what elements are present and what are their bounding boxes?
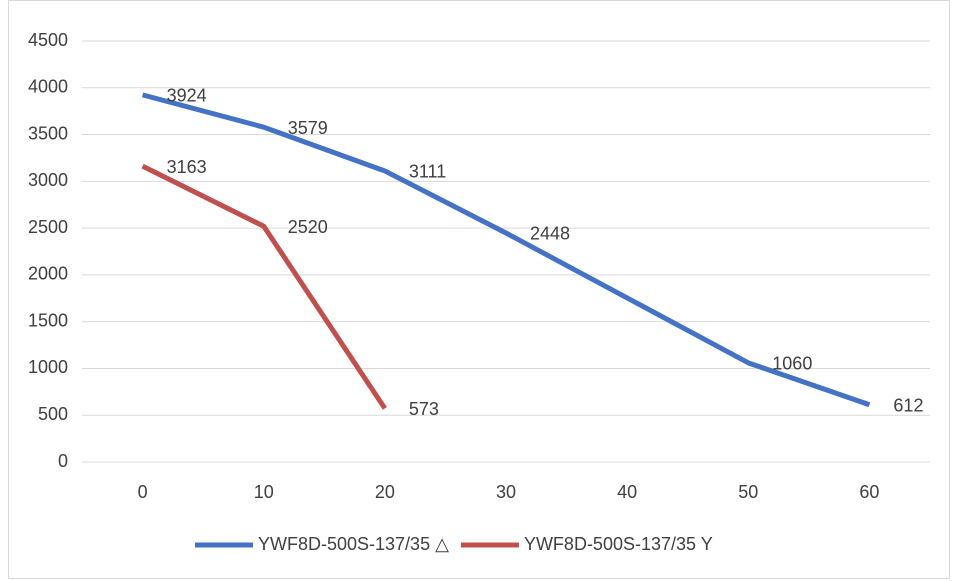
y-tick-label: 2000 (28, 264, 68, 284)
x-tick-label: 0 (138, 482, 148, 502)
y-tick-label: 1500 (28, 310, 68, 330)
x-tick-label: 60 (859, 482, 879, 502)
y-tick-label: 4000 (28, 77, 68, 97)
series-line (141, 163, 387, 410)
data-label: 3163 (167, 157, 207, 177)
y-tick-label: 1000 (28, 357, 68, 377)
data-label: 2520 (288, 217, 328, 237)
series-line (141, 92, 871, 408)
x-tick-label: 10 (254, 482, 274, 502)
data-label: 3111 (409, 162, 446, 182)
y-tick-label: 3000 (28, 170, 68, 190)
data-label: 612 (893, 395, 923, 415)
data-label: 573 (409, 399, 439, 419)
y-tick-label: 4500 (28, 30, 68, 50)
y-tick-label: 3500 (28, 123, 68, 143)
data-label: 3579 (288, 118, 328, 138)
data-label: 3924 (167, 86, 207, 106)
y-tick-label: 500 (38, 404, 68, 424)
x-tick-label: 20 (375, 482, 395, 502)
data-label: 2448 (530, 224, 570, 244)
chart-frame (8, 0, 950, 579)
y-tick-label: 0 (58, 451, 68, 471)
data-label: 1060 (772, 354, 812, 374)
legend-label: YWF8D-500S-137/35 △ (258, 534, 449, 554)
x-tick-label: 30 (496, 482, 516, 502)
y-tick-label: 2500 (28, 217, 68, 237)
legend-label: YWF8D-500S-137/35 Y (524, 534, 713, 554)
x-tick-label: 50 (738, 482, 758, 502)
x-tick-label: 40 (617, 482, 637, 502)
